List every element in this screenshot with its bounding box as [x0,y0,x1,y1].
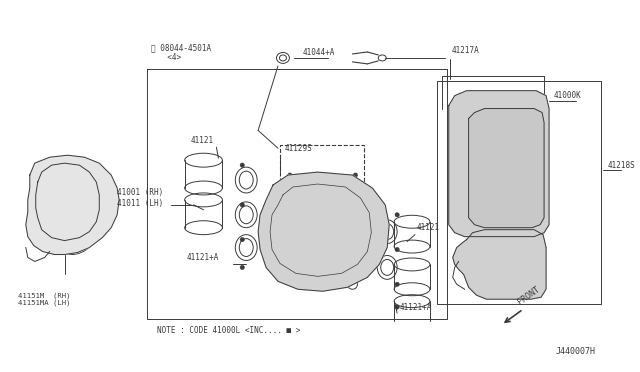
Circle shape [240,163,244,167]
Bar [280,145,364,275]
Circle shape [240,203,244,207]
Circle shape [240,265,244,270]
Circle shape [395,282,399,286]
Circle shape [353,208,358,212]
Text: 41151M  (RH)
41151MA (LH): 41151M (RH) 41151MA (LH) [18,292,70,306]
Circle shape [293,205,313,225]
Text: 41000K: 41000K [554,91,582,100]
Polygon shape [452,230,546,299]
Text: 41121: 41121 [417,223,440,232]
Text: 41121+A: 41121+A [400,303,433,312]
Text: 41218S: 41218S [607,161,636,170]
Circle shape [395,213,399,217]
Text: 41121+A: 41121+A [187,253,219,262]
Polygon shape [258,172,389,291]
Circle shape [287,199,319,231]
Circle shape [395,247,399,252]
Circle shape [395,305,399,309]
Circle shape [287,238,319,270]
Text: Ⓑ 08044-4501A: Ⓑ 08044-4501A [151,44,211,52]
Bar [454,106,544,225]
Text: 41121: 41121 [191,136,214,145]
Circle shape [240,237,244,242]
Text: J440007H: J440007H [556,347,596,356]
Text: 41217A: 41217A [452,46,479,55]
Circle shape [293,244,313,264]
Text: <4>: <4> [158,54,181,62]
Polygon shape [468,109,544,228]
Circle shape [288,208,292,212]
Text: 41044+A: 41044+A [303,48,335,57]
Text: 41129S: 41129S [285,144,313,153]
Text: NOTE : CODE 41000L <INC.... ■ >: NOTE : CODE 41000L <INC.... ■ > [157,327,300,336]
Circle shape [288,173,292,177]
Polygon shape [26,155,119,254]
Circle shape [353,173,358,177]
Text: FRONT: FRONT [515,284,541,306]
Polygon shape [449,91,549,237]
Text: 41001 (RH)
41011 (LH): 41001 (RH) 41011 (LH) [117,188,163,208]
Bar [437,81,601,304]
